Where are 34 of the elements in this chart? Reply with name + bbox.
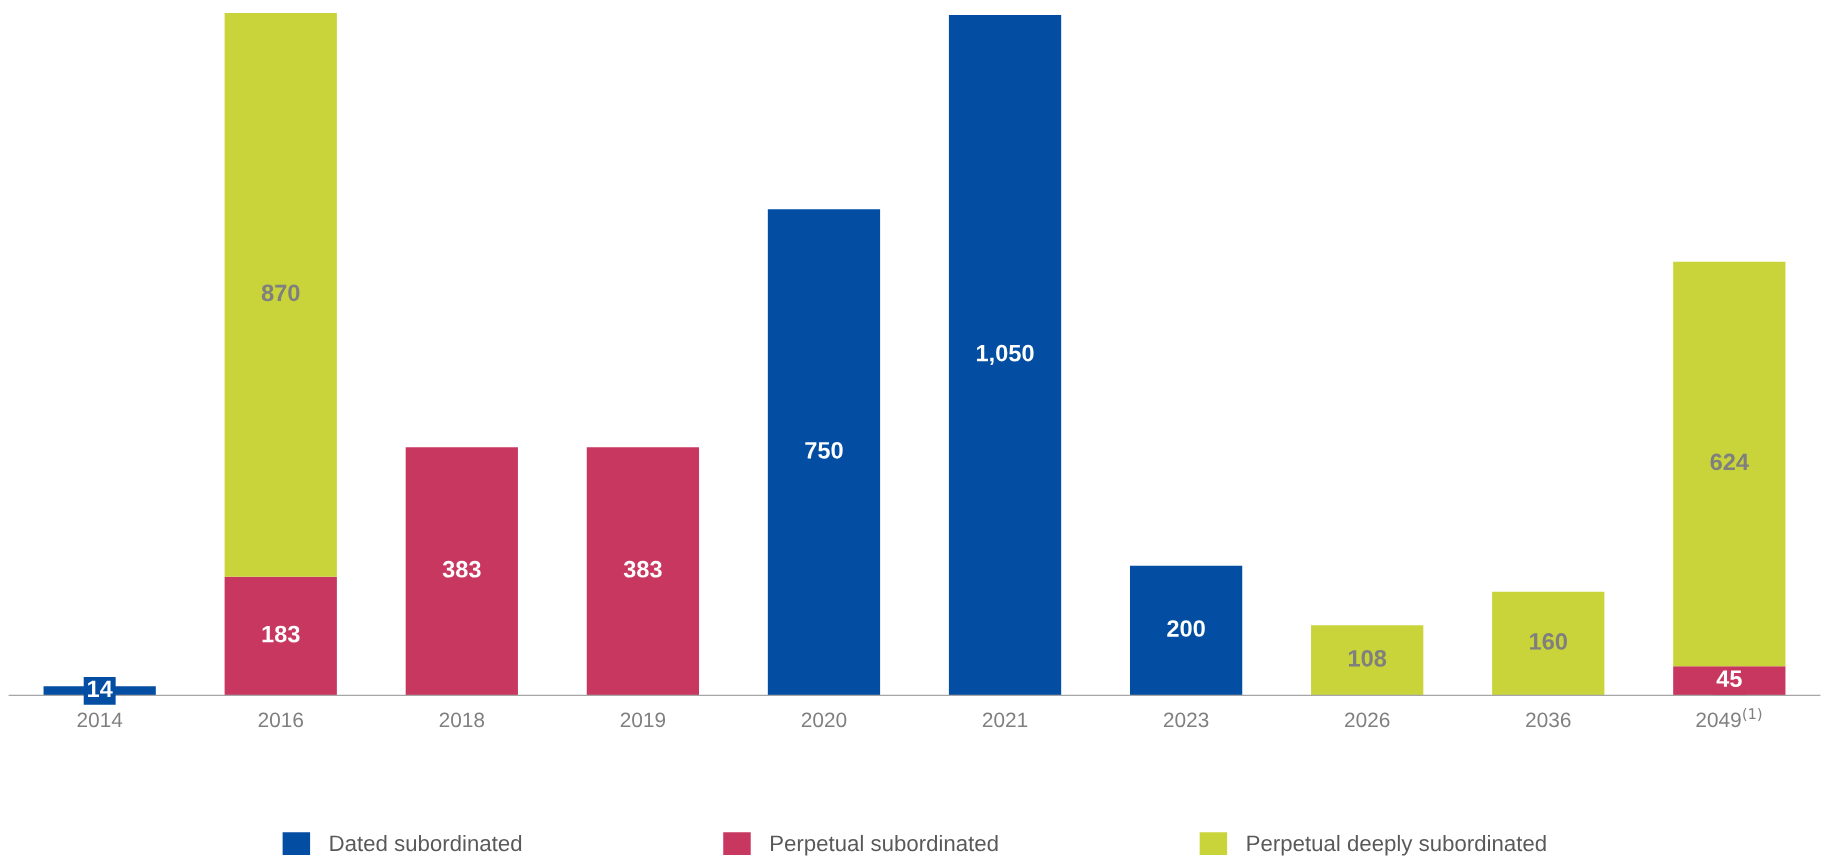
bar <box>1129 565 1243 696</box>
data-label: 870 <box>261 284 300 302</box>
x-tick-label: 2014 <box>77 712 123 728</box>
x-tick-label: 2020 <box>801 712 847 728</box>
bar <box>767 209 881 696</box>
x-tick-label: 2026 <box>1345 712 1390 728</box>
bar <box>224 13 337 577</box>
legend-label: Dated subordinated <box>330 834 522 852</box>
data-label: 624 <box>1710 453 1749 471</box>
bar <box>405 447 518 696</box>
data-label: 383 <box>623 560 662 578</box>
data-label: 183 <box>262 625 300 643</box>
legend-label: Perpetual subordinated <box>771 834 998 856</box>
x-tick-label: 2049$^{(1)}$ <box>1696 707 1762 728</box>
data-label: 45 <box>1716 670 1742 688</box>
data-label: 383 <box>442 560 481 578</box>
bar <box>224 576 337 696</box>
data-label: 160 <box>1530 633 1567 650</box>
bar <box>1492 591 1605 696</box>
data-label: 14 <box>88 680 113 697</box>
x-tick-label: 2016 <box>258 712 304 728</box>
bar <box>948 14 1062 696</box>
x-tick-label: 2018 <box>439 712 485 728</box>
data-label: 200 <box>1167 620 1205 637</box>
bar <box>586 447 700 696</box>
x-tick-label: 2023 <box>1163 712 1209 728</box>
x-tick-label: 2019 <box>620 712 666 728</box>
data-label: 108 <box>1348 649 1387 667</box>
legend-label: Perpetual deeply subordinated <box>1247 834 1546 856</box>
bar <box>1673 261 1786 667</box>
data-label: 1,050 <box>976 344 1034 365</box>
x-tick-label: 2036 <box>1526 712 1571 728</box>
data-label: 750 <box>805 441 843 459</box>
x-tick-label: 2021 <box>982 712 1028 728</box>
